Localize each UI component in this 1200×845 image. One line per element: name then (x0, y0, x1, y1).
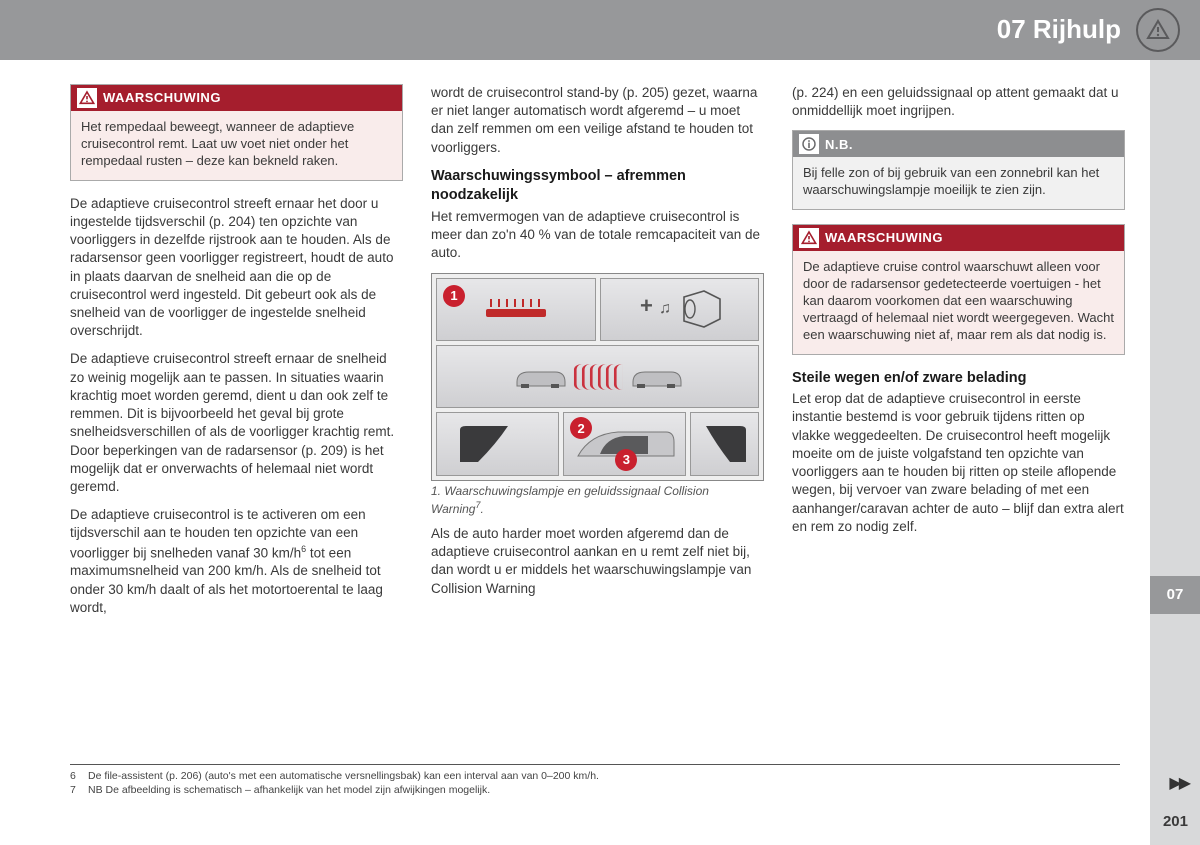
led-bar-icon (481, 295, 551, 323)
callout-body: De adaptieve cruise control waarschuwt a… (793, 251, 1124, 353)
footnotes: 6 De file-assistent (p. 206) (auto's met… (70, 764, 1120, 797)
body-text: (p. 224) en een geluidssignaal op attent… (792, 84, 1125, 120)
body-text: Het remvermogen van de adaptieve cruisec… (431, 208, 764, 263)
callout-title: WAARSCHUWING (825, 229, 943, 247)
figure-cell-dash-right (690, 412, 759, 475)
dashboard-right-icon (702, 424, 748, 464)
radar-waves-icon (575, 364, 621, 390)
car-front-icon (627, 364, 685, 390)
callout-body: Het rempedaal beweegt, wanneer de adapti… (71, 111, 402, 180)
callout-body: Bij felle zon of bij gebruik van een zon… (793, 157, 1124, 209)
info-icon (799, 134, 819, 154)
body-text: Let erop dat de adaptieve cruisecontrol … (792, 390, 1125, 536)
warning-callout-2: WAARSCHUWING De adaptieve cruise control… (792, 224, 1125, 354)
figure-badge-1: 1 (443, 285, 465, 307)
footnote-number: 6 (70, 769, 82, 783)
footnote-text: NB De afbeelding is schematisch – afhank… (88, 783, 490, 797)
chapter-header: 07 Rijhulp (0, 0, 1200, 60)
figure-badge-3: 3 (615, 449, 637, 471)
callout-title: N.B. (825, 136, 853, 154)
heading: Waarschuwingssymbool – afremmen noodzake… (431, 167, 764, 206)
figure-row (436, 345, 759, 408)
chapter-title: 07 Rijhulp (997, 12, 1121, 47)
callout-header: N.B. (793, 131, 1124, 157)
body-text: De adaptieve cruisecontrol streeft ernaa… (70, 350, 403, 496)
column-3: (p. 224) en een geluidssignaal op attent… (792, 84, 1125, 800)
body-text: wordt de cruisecontrol stand-by (p. 205)… (431, 84, 764, 157)
figure-row: 2 3 (436, 412, 759, 475)
body-text: Als de auto harder moet worden afgeremd … (431, 525, 764, 598)
alert-triangle-icon (1136, 8, 1180, 52)
body-text: De adaptieve cruisecontrol streeft ernaa… (70, 195, 403, 341)
chapter-tab: 07 (1150, 576, 1200, 614)
text-run: 1. Waarschuwingslampje en geluidssignaal… (431, 484, 709, 516)
column-1: WAARSCHUWING Het rempedaal beweegt, wann… (70, 84, 403, 800)
footnote: 7 NB De afbeelding is schematisch – afha… (70, 783, 1120, 797)
callout-title: WAARSCHUWING (103, 89, 221, 107)
figure-caption: 1. Waarschuwingslampje en geluidssignaal… (431, 483, 764, 517)
figure-cell-radar (436, 345, 759, 408)
page-content: WAARSCHUWING Het rempedaal beweegt, wann… (70, 84, 1125, 800)
speaker-sound-icon: + ♫ (634, 289, 724, 329)
figure-row: 1 + ♫ (436, 278, 759, 341)
warning-callout-1: WAARSCHUWING Het rempedaal beweegt, wann… (70, 84, 403, 181)
warning-triangle-icon (799, 228, 819, 248)
footnote-text: De file-assistent (p. 206) (auto's met e… (88, 769, 599, 783)
continue-arrows-icon: ▶▶ (1169, 773, 1188, 795)
collision-warning-figure: 1 + ♫ (431, 273, 764, 481)
right-sidebar (1150, 60, 1200, 845)
figure-cell-leds: 1 (436, 278, 596, 341)
body-text: De adaptieve cruisecontrol is te activer… (70, 506, 403, 617)
figure-cell-sound: + ♫ (600, 278, 760, 341)
text-run: . (480, 502, 483, 516)
footnote-number: 7 (70, 783, 82, 797)
car-rear-icon (511, 364, 569, 390)
dashboard-left-icon (458, 424, 538, 464)
callout-header: WAARSCHUWING (71, 85, 402, 111)
page-number: 201 (1163, 812, 1188, 832)
note-callout: N.B. Bij felle zon of bij gebruik van ee… (792, 130, 1125, 210)
figure-cell-dash-left (436, 412, 559, 475)
svg-text:+: + (640, 293, 653, 318)
figure-cell-dash-mid: 2 3 (563, 412, 686, 475)
footnote: 6 De file-assistent (p. 206) (auto's met… (70, 769, 1120, 783)
column-2: wordt de cruisecontrol stand-by (p. 205)… (431, 84, 764, 800)
heading: Steile wegen en/of zware belading (792, 369, 1125, 389)
callout-header: WAARSCHUWING (793, 225, 1124, 251)
svg-text:♫: ♫ (659, 300, 671, 317)
warning-triangle-icon (77, 88, 97, 108)
